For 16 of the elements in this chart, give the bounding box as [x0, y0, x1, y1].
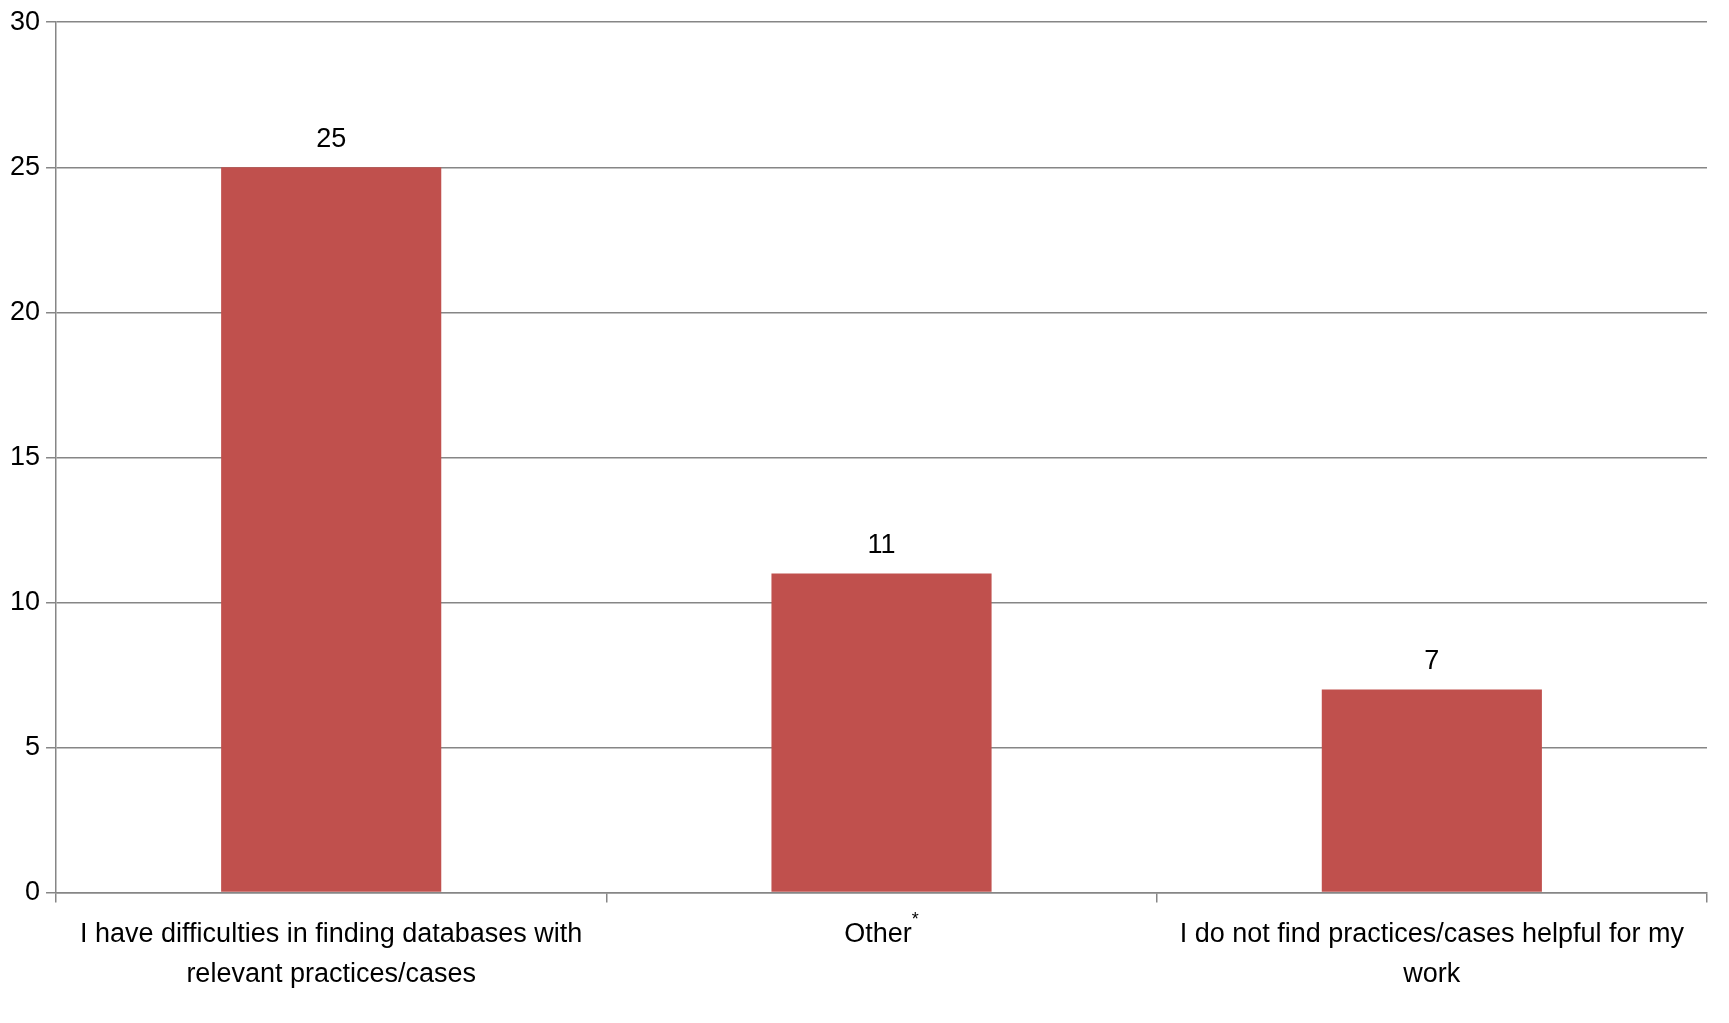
x-tick-label: Other* [844, 909, 919, 948]
bar [221, 167, 442, 892]
y-tick-label: 10 [9, 585, 41, 616]
x-tick-label: I do not find practices/cases helpful for my work [1179, 917, 1685, 988]
data-label: 11 [867, 529, 896, 560]
data-label: 25 [316, 123, 347, 154]
y-tick-label: 25 [9, 150, 41, 181]
y-tick-label: 15 [9, 440, 41, 471]
x-tick-label: I have difficulties in finding databases with relevant practices/cases [80, 917, 583, 988]
y-tick-label: 30 [9, 5, 41, 36]
y-tick-label: 5 [25, 730, 41, 761]
data-label: 7 [1424, 645, 1440, 676]
bar [1321, 689, 1542, 892]
y-tick-label: 20 [9, 295, 41, 326]
y-tick-label: 0 [25, 876, 41, 907]
bar [771, 573, 992, 892]
